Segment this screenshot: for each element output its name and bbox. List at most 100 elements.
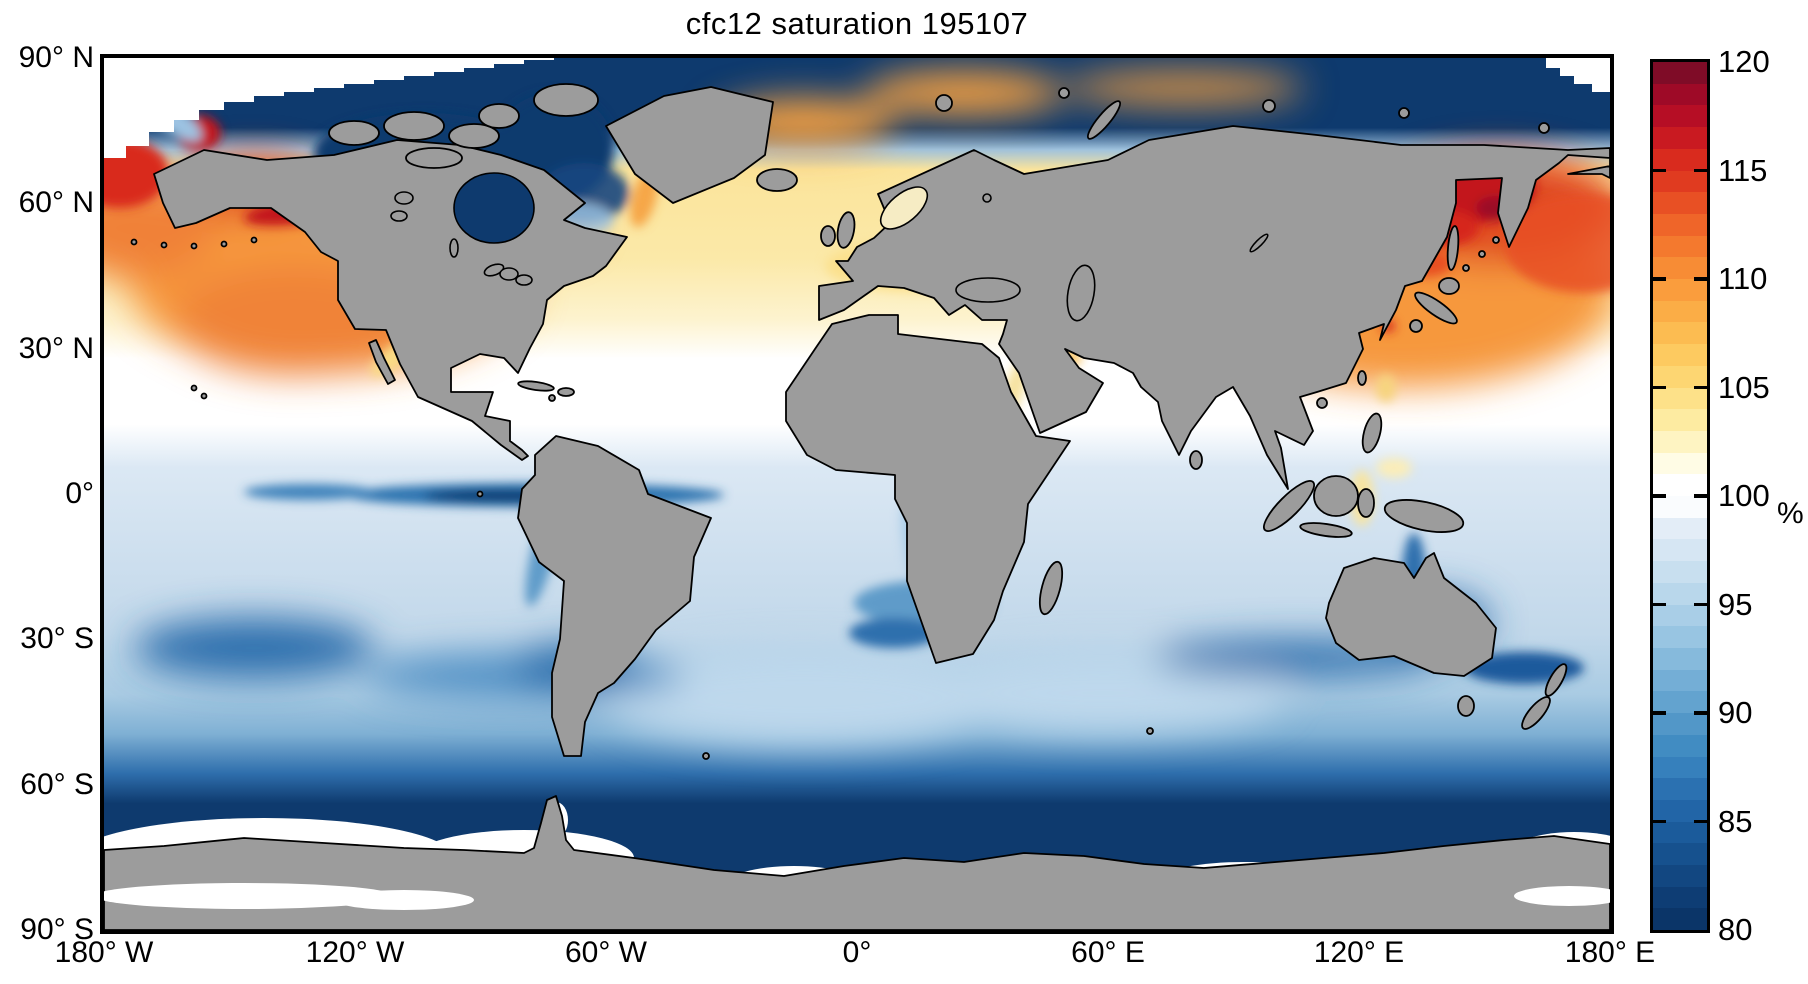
great-lake-1: [483, 263, 505, 277]
colorbar-tick-mark: [1653, 168, 1666, 173]
land-sri-lanka: [1189, 450, 1203, 470]
land-new-guinea: [1383, 499, 1465, 533]
inland-water-layer: [390, 172, 1269, 322]
hudson-bay: [453, 172, 535, 244]
caspian-sea: [1066, 264, 1096, 322]
colorbar-band: [1653, 62, 1707, 84]
colorbar-band: [1653, 127, 1707, 149]
colorbar-tick-label: 115: [1718, 152, 1768, 188]
colorbar: [1650, 59, 1710, 933]
colorbar-band: [1653, 365, 1707, 388]
colorbar-band: [1653, 626, 1707, 648]
colorbar-band: [1653, 734, 1707, 757]
land-sakhalin: [1446, 225, 1460, 271]
colorbar-tick-mark: [1694, 711, 1707, 715]
colorbar-tick-label: 110: [1718, 261, 1768, 296]
colorbar-band: [1653, 213, 1707, 236]
colorbar-band: [1653, 517, 1707, 540]
lat-tick-label: 0°: [65, 477, 94, 510]
ice-shelf-layer: [104, 883, 1610, 910]
land-cuba: [517, 380, 555, 392]
colorbar-band: [1653, 496, 1707, 518]
lat-tick-label: 90° N: [18, 41, 94, 74]
land-australia: [1325, 552, 1497, 677]
land-borneo: [1313, 475, 1359, 517]
colorbar-band: [1653, 344, 1707, 366]
lat-tick-label: 30° S: [20, 622, 94, 656]
land-philippines: [1361, 412, 1383, 454]
land-africa: [785, 314, 1071, 664]
colorbar-tick-mark: [1694, 385, 1707, 390]
land-sulawesi: [1357, 488, 1375, 518]
lon-tick-label: 180° E: [1564, 936, 1656, 969]
colorbar-band: [1653, 279, 1707, 301]
colorbar-band: [1653, 539, 1707, 562]
lat-tick-label: 60° N: [18, 186, 94, 220]
colorbar-tick-label: 120: [1718, 44, 1770, 79]
colorbar-tick-label: 80: [1718, 912, 1753, 947]
land-java: [1299, 522, 1353, 538]
colorbar-tick-mark: [1653, 385, 1666, 390]
land-nz-south: [1521, 696, 1551, 730]
land-baja: [368, 339, 396, 385]
land-nz-north: [1544, 663, 1568, 697]
lon-tick-label: 180° W: [54, 936, 154, 969]
lat-tick-label: 60° S: [20, 767, 94, 801]
colorbar-band: [1653, 387, 1707, 410]
colorbar-band: [1653, 778, 1707, 800]
colorbar-tick-label: 95: [1718, 586, 1753, 622]
colorbar-band: [1653, 604, 1707, 627]
colorbar-band: [1653, 821, 1707, 844]
colorbar-band: [1653, 322, 1707, 345]
great-lake-2: [499, 267, 519, 281]
colorbar-band: [1653, 843, 1707, 866]
colorbar-tick-label: 90: [1718, 695, 1753, 730]
land-hokkaido: [1438, 277, 1460, 295]
lon-tick-label: 120° W: [305, 936, 405, 969]
colorbar-tick-mark: [1694, 494, 1707, 498]
colorbar-band: [1653, 582, 1707, 605]
land-tasmania: [1457, 695, 1475, 717]
land-madagascar: [1038, 560, 1064, 616]
land-greenland: [605, 86, 774, 204]
colorbar-tick-label: 105: [1718, 369, 1770, 405]
colorbar-unit-label: %: [1777, 497, 1804, 530]
colorbar-tick-mark: [1694, 168, 1707, 173]
colorbar-band: [1653, 300, 1707, 323]
colorbar-band: [1653, 83, 1707, 106]
colorbar-band: [1653, 647, 1707, 670]
colorbar-band: [1653, 713, 1707, 735]
land-honshu: [1414, 291, 1458, 325]
colorbar-band: [1653, 865, 1707, 887]
colorbar-tick-mark: [1653, 819, 1666, 824]
colorbar-tick-label: 85: [1718, 803, 1753, 839]
colorbar-band: [1653, 691, 1707, 714]
map-plot-area: [100, 54, 1614, 934]
land-antarctica: [104, 795, 1610, 930]
colorbar-tick-mark: [1653, 494, 1666, 498]
colorbar-band: [1653, 235, 1707, 258]
chart-title: cfc12 saturation 195107: [685, 6, 1029, 41]
world-map-canvas: [104, 58, 1610, 930]
colorbar-band: [1653, 105, 1707, 128]
colorbar-band: [1653, 430, 1707, 453]
colorbar-band: [1653, 452, 1707, 475]
colorbar-band: [1653, 908, 1707, 931]
colorbar-band: [1653, 148, 1707, 171]
land-eurasia: [818, 125, 1610, 490]
colorbar-tick-mark: [1653, 711, 1666, 715]
colorbar-tick-mark: [1694, 602, 1707, 607]
lon-tick-label: 0°: [842, 936, 872, 969]
land-britain: [836, 211, 856, 249]
colorbar-band: [1653, 669, 1707, 692]
land-ireland: [820, 225, 836, 247]
great-lake-3: [515, 274, 533, 286]
colorbar-band: [1653, 799, 1707, 822]
colorbar-band: [1653, 474, 1707, 497]
lat-tick-label: 90° S: [20, 913, 94, 946]
colorbar-tick-mark: [1694, 277, 1707, 281]
colorbar-band: [1653, 192, 1707, 214]
black-sea: [955, 277, 1021, 303]
land-iceland: [756, 168, 798, 192]
